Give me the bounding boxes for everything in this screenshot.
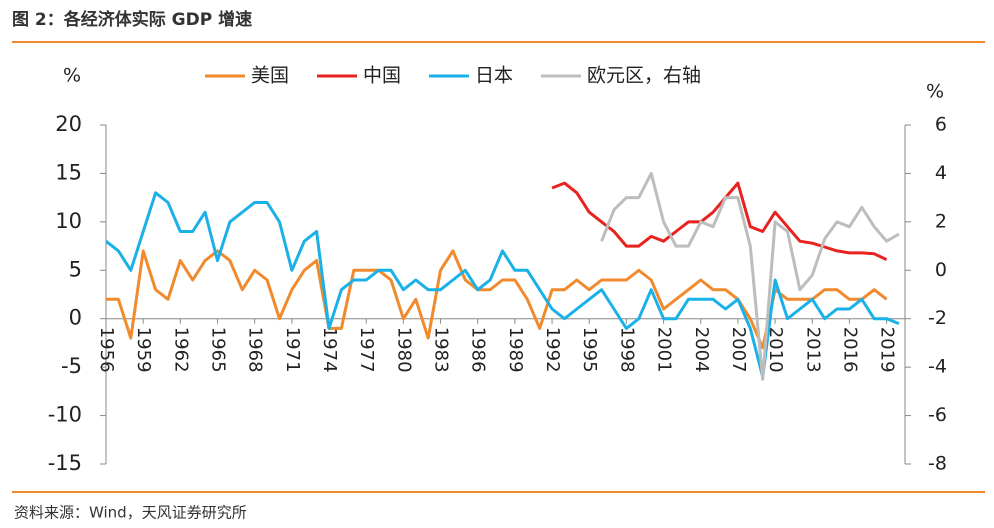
x-tick-label: 1986 <box>468 327 489 373</box>
x-tick-label: 1962 <box>170 327 191 373</box>
x-tick-label: 1959 <box>133 327 154 373</box>
y-tick-label: -15 <box>48 451 82 475</box>
y2-tick-label: 4 <box>935 162 947 184</box>
x-tick-label: 1992 <box>542 327 563 373</box>
x-tick-label: 1980 <box>393 327 414 373</box>
y2-tick-label: -4 <box>928 356 947 378</box>
x-tick-label: 2001 <box>654 327 675 373</box>
y2-tick-label: -6 <box>928 404 947 426</box>
y2-tick-label: -2 <box>928 307 947 329</box>
x-tick-label: 2007 <box>728 327 749 373</box>
x-tick-label: 2004 <box>691 327 712 373</box>
legend-label: 中国 <box>363 65 401 87</box>
y-tick-label: 5 <box>69 257 82 281</box>
y-tick-label: -5 <box>61 354 82 378</box>
x-tick-label: 1989 <box>505 327 526 373</box>
x-tick-label: 1971 <box>282 327 303 373</box>
y-tick-label: 15 <box>55 160 82 184</box>
y-tick-label: 20 <box>55 112 82 136</box>
x-tick-label: 2013 <box>802 327 823 373</box>
x-tick-label: 1995 <box>579 327 600 373</box>
legend-label: 美国 <box>251 65 289 87</box>
title: 图 2：各经济体实际 GDP 增速 <box>12 9 252 30</box>
y-tick-label: 0 <box>69 306 82 330</box>
series-line <box>600 171 900 381</box>
y2-unit: % <box>926 81 944 103</box>
y-unit: % <box>63 65 81 87</box>
y2-tick-label: -8 <box>928 453 947 475</box>
x-tick-label: 1983 <box>431 327 452 373</box>
legend-label: 欧元区，右轴 <box>587 65 701 87</box>
y2-tick-label: 6 <box>935 114 947 136</box>
x-tick-label: 2019 <box>877 327 898 373</box>
legend-label: 日本 <box>475 65 513 87</box>
x-tick-label: 1998 <box>616 327 637 373</box>
x-tick-label: 1956 <box>96 327 117 373</box>
x-tick-label: 1974 <box>319 327 340 373</box>
y2-tick-label: 0 <box>935 259 947 281</box>
x-tick-label: 1977 <box>356 327 377 373</box>
y-tick-label: -10 <box>48 403 82 427</box>
series-line <box>106 249 888 350</box>
x-tick-label: 2010 <box>765 327 786 373</box>
x-tick-label: 1968 <box>245 327 266 373</box>
source: 资料来源：Wind，天风证券研究所 <box>14 504 247 522</box>
x-tick-label: 2016 <box>839 327 860 373</box>
y2-tick-label: 2 <box>935 210 947 232</box>
x-tick-label: 1965 <box>208 327 229 373</box>
y-tick-label: 10 <box>55 209 82 233</box>
